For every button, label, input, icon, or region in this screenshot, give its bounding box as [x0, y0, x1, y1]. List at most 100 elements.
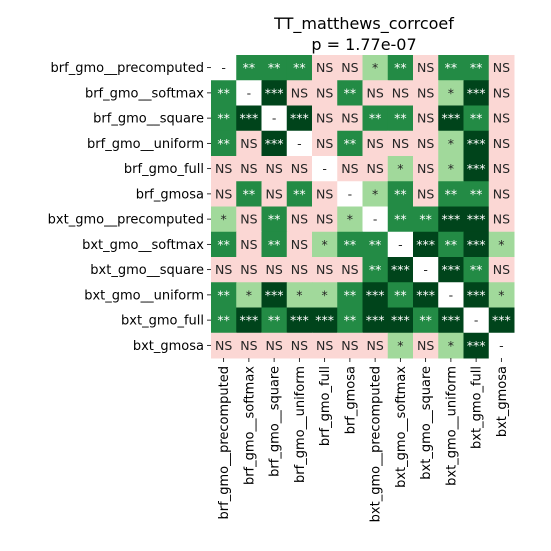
- cell-label: **: [344, 136, 357, 151]
- cell-label: NS: [493, 262, 510, 277]
- heatmap-cell: [286, 55, 313, 81]
- cell-label: NS: [341, 161, 358, 176]
- heatmap-cell: [362, 206, 389, 233]
- cell-label: NS: [265, 186, 282, 201]
- cell-label: NS: [240, 237, 257, 252]
- heatmap-cell: [337, 307, 363, 334]
- heatmap-cell: [488, 105, 515, 132]
- cell-label: *: [322, 237, 328, 252]
- heatmap-cell: [413, 332, 439, 359]
- cell-label: ***: [240, 313, 259, 328]
- column-label: bxt_gmo__uniform: [444, 366, 459, 486]
- heatmap-cell: [211, 156, 237, 182]
- column-label: brf_gmo__softmax: [242, 366, 257, 485]
- cell-label: **: [217, 313, 230, 328]
- heatmap-cell: [438, 257, 464, 283]
- cell-label: NS: [316, 186, 333, 201]
- row-label: bxt_gmo_full: [121, 314, 204, 329]
- heatmap-cell: [312, 282, 338, 308]
- heatmap-cell: [413, 156, 439, 182]
- row-label: bxt_gmosa: [133, 339, 204, 354]
- cell-label: -: [398, 237, 403, 252]
- cell-label: ***: [467, 212, 486, 227]
- heatmap-cell: [261, 156, 288, 182]
- row-label: bxt_gmo__softmax: [82, 238, 204, 253]
- cell-label: **: [394, 60, 407, 75]
- cell-label: **: [268, 212, 281, 227]
- cell-label: NS: [291, 262, 308, 277]
- cell-label: *: [246, 287, 252, 302]
- heatmap-cell: [488, 257, 515, 283]
- cell-label: **: [217, 136, 230, 151]
- heatmap-cell: [413, 105, 439, 132]
- cell-label: NS: [316, 136, 333, 151]
- cell-label: *: [296, 287, 302, 302]
- column-label: brf_gmo__precomputed: [217, 366, 232, 519]
- heatmap-cell: [488, 80, 515, 106]
- heatmap-cell: [362, 55, 389, 81]
- heatmap-cell: [488, 307, 515, 334]
- cell-label: -: [247, 85, 252, 100]
- cell-label: NS: [291, 212, 308, 227]
- heatmap-cell: [236, 257, 262, 283]
- cell-label: **: [445, 237, 458, 252]
- cell-label: NS: [341, 60, 358, 75]
- cell-label: **: [217, 237, 230, 252]
- cell-label: **: [419, 212, 432, 227]
- cell-label: NS: [215, 262, 232, 277]
- cell-label: NS: [215, 338, 232, 353]
- cell-label: NS: [417, 136, 434, 151]
- cell-label: NS: [341, 111, 358, 126]
- cell-label: *: [372, 186, 378, 201]
- heatmap-cell: [211, 257, 237, 283]
- heatmap-cell: [387, 282, 414, 308]
- cell-label: NS: [291, 338, 308, 353]
- chart-title: TT_matthews_corrcoef: [273, 14, 454, 34]
- heatmap-cell: [286, 307, 313, 334]
- heatmap-cell: [362, 307, 389, 334]
- cell-label: *: [448, 338, 454, 353]
- cell-label: **: [445, 60, 458, 75]
- heatmap-cell: [438, 206, 464, 233]
- cell-label: ***: [467, 237, 486, 252]
- cell-label: NS: [316, 60, 333, 75]
- heatmap-cell: [387, 257, 414, 283]
- heatmap-cell: [413, 80, 439, 106]
- cell-label: NS: [366, 136, 383, 151]
- heatmap-cell: [261, 80, 288, 106]
- heatmap-cell: [261, 130, 288, 157]
- cell-label: NS: [493, 85, 510, 100]
- cell-label: NS: [392, 85, 409, 100]
- heatmap-cell: [261, 105, 288, 132]
- heatmap-cell: [337, 257, 363, 283]
- cell-label: NS: [417, 111, 434, 126]
- cell-label: **: [344, 85, 357, 100]
- heatmap-cell: [261, 231, 288, 258]
- cell-label: ***: [467, 287, 486, 302]
- heatmap-cell: [211, 105, 237, 132]
- heatmap-cell: [463, 257, 490, 283]
- heatmap-cell: [488, 332, 515, 359]
- heatmap-cell: [236, 80, 262, 106]
- heatmap-cell: [236, 307, 262, 334]
- cell-label: *: [221, 212, 227, 227]
- cell-label: -: [297, 136, 302, 151]
- cell-label: ***: [467, 85, 486, 100]
- cell-label: ***: [442, 313, 461, 328]
- cell-label: NS: [493, 212, 510, 227]
- cell-label: ***: [416, 287, 435, 302]
- heatmap-cell: [463, 307, 490, 334]
- heatmap-cell: [211, 332, 237, 359]
- heatmap-cell: [261, 257, 288, 283]
- cell-label: -: [474, 313, 479, 328]
- cell-label: **: [394, 212, 407, 227]
- heatmap-cell: [362, 130, 389, 157]
- heatmap-cell: [438, 181, 464, 207]
- row-label: bxt_gmo__uniform: [84, 288, 204, 303]
- heatmap-cell: [312, 332, 338, 359]
- column-label: brf_gmo__uniform: [293, 366, 308, 483]
- cell-label: ***: [467, 161, 486, 176]
- cell-label: ***: [391, 313, 410, 328]
- heatmap-cell: [362, 282, 389, 308]
- cell-label: NS: [291, 237, 308, 252]
